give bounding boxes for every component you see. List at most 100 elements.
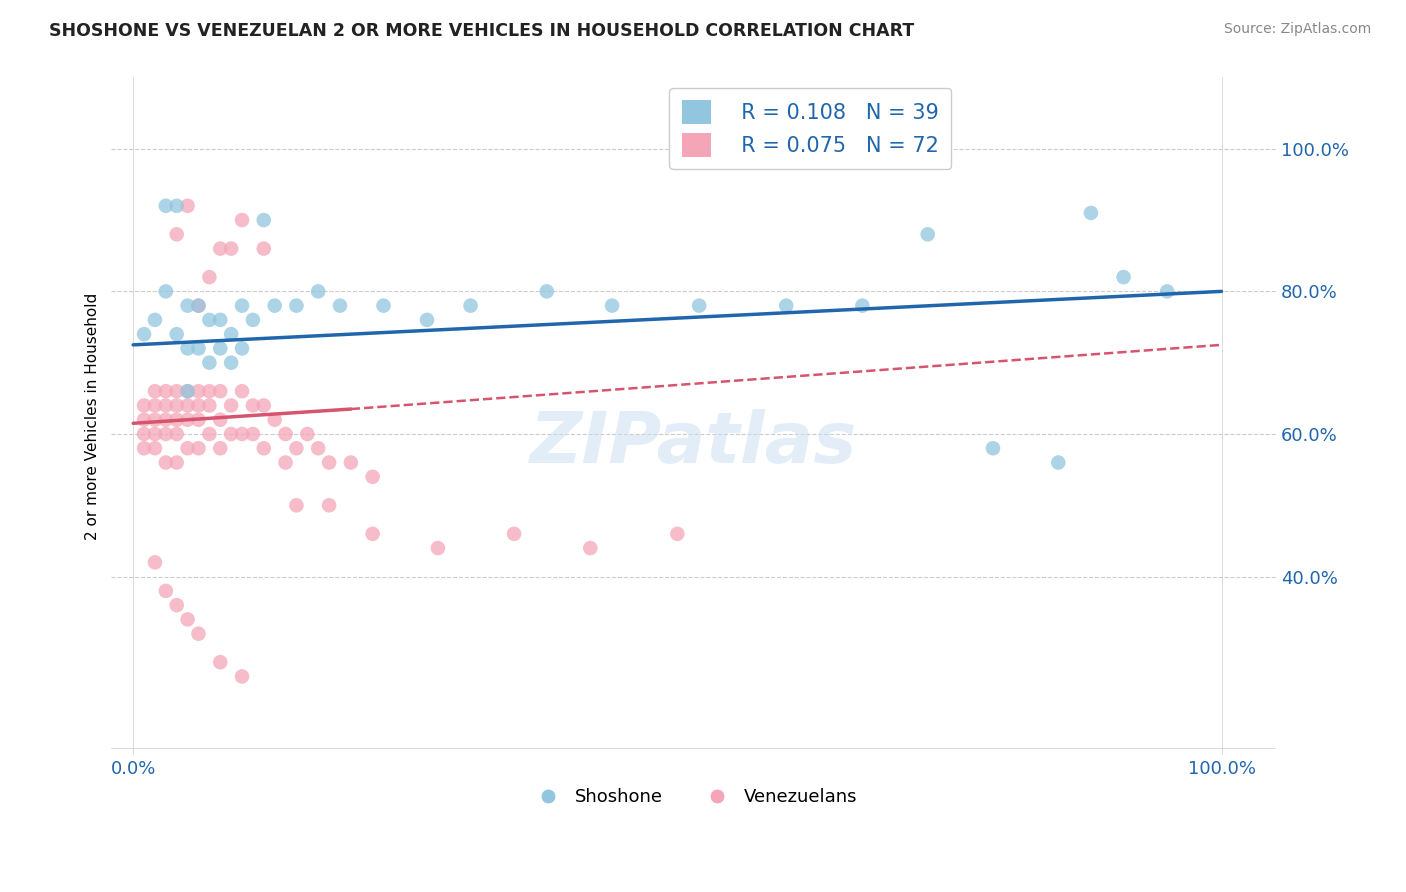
Point xyxy=(307,285,329,299)
Point xyxy=(143,313,166,327)
Point xyxy=(176,399,198,413)
Point xyxy=(361,470,384,484)
Point xyxy=(361,526,384,541)
Point xyxy=(274,427,297,442)
Point xyxy=(242,313,264,327)
Point xyxy=(263,413,285,427)
Point xyxy=(600,299,623,313)
Y-axis label: 2 or more Vehicles in Household: 2 or more Vehicles in Household xyxy=(86,293,100,540)
Point xyxy=(155,427,177,442)
Point xyxy=(198,313,221,327)
Point xyxy=(155,583,177,598)
Point xyxy=(297,427,319,442)
Point xyxy=(329,299,352,313)
Point xyxy=(373,299,395,313)
Point xyxy=(209,655,232,669)
Point xyxy=(307,442,329,456)
Point xyxy=(187,413,209,427)
Point xyxy=(176,299,198,313)
Point xyxy=(198,270,221,285)
Point xyxy=(166,227,188,242)
Point xyxy=(132,413,155,427)
Point xyxy=(1112,270,1135,285)
Point xyxy=(198,427,221,442)
Point xyxy=(318,456,340,470)
Point xyxy=(166,384,188,399)
Point xyxy=(253,242,276,256)
Point xyxy=(166,456,188,470)
Point xyxy=(143,555,166,569)
Point xyxy=(187,299,209,313)
Point xyxy=(688,299,710,313)
Point xyxy=(209,384,232,399)
Point xyxy=(1156,285,1178,299)
Point xyxy=(340,456,363,470)
Point xyxy=(219,427,242,442)
Point xyxy=(187,399,209,413)
Point xyxy=(132,442,155,456)
Point xyxy=(198,356,221,370)
Point xyxy=(242,427,264,442)
Point xyxy=(155,199,177,213)
Point xyxy=(143,413,166,427)
Point xyxy=(166,399,188,413)
Point xyxy=(176,612,198,626)
Point xyxy=(981,442,1004,456)
Point xyxy=(503,526,526,541)
Point xyxy=(176,384,198,399)
Point xyxy=(253,213,276,227)
Point xyxy=(143,384,166,399)
Text: Source: ZipAtlas.com: Source: ZipAtlas.com xyxy=(1223,22,1371,37)
Text: ZIPatlas: ZIPatlas xyxy=(530,409,858,478)
Point xyxy=(253,399,276,413)
Point xyxy=(155,413,177,427)
Point xyxy=(231,427,253,442)
Point xyxy=(132,399,155,413)
Point xyxy=(231,342,253,356)
Point xyxy=(1080,206,1102,220)
Point xyxy=(219,327,242,342)
Point xyxy=(426,541,449,555)
Point xyxy=(318,498,340,512)
Point xyxy=(155,399,177,413)
Point xyxy=(209,442,232,456)
Point xyxy=(166,427,188,442)
Point xyxy=(176,413,198,427)
Point xyxy=(132,327,155,342)
Point xyxy=(231,384,253,399)
Point xyxy=(231,669,253,683)
Point xyxy=(263,299,285,313)
Point xyxy=(176,342,198,356)
Point xyxy=(155,285,177,299)
Point xyxy=(166,327,188,342)
Point xyxy=(143,442,166,456)
Point xyxy=(579,541,602,555)
Point xyxy=(253,442,276,456)
Point xyxy=(274,456,297,470)
Point xyxy=(536,285,558,299)
Point xyxy=(155,456,177,470)
Point xyxy=(209,342,232,356)
Point xyxy=(209,413,232,427)
Point xyxy=(242,399,264,413)
Point xyxy=(231,299,253,313)
Point xyxy=(143,399,166,413)
Text: SHOSHONE VS VENEZUELAN 2 OR MORE VEHICLES IN HOUSEHOLD CORRELATION CHART: SHOSHONE VS VENEZUELAN 2 OR MORE VEHICLE… xyxy=(49,22,914,40)
Point xyxy=(1047,456,1070,470)
Point xyxy=(851,299,873,313)
Point xyxy=(176,442,198,456)
Point xyxy=(176,384,198,399)
Point xyxy=(187,442,209,456)
Point xyxy=(166,199,188,213)
Point xyxy=(775,299,797,313)
Point xyxy=(166,598,188,612)
Point xyxy=(176,199,198,213)
Point xyxy=(198,384,221,399)
Point xyxy=(666,526,689,541)
Point xyxy=(132,427,155,442)
Point xyxy=(166,413,188,427)
Point xyxy=(187,342,209,356)
Point xyxy=(209,242,232,256)
Point xyxy=(460,299,482,313)
Point xyxy=(285,442,308,456)
